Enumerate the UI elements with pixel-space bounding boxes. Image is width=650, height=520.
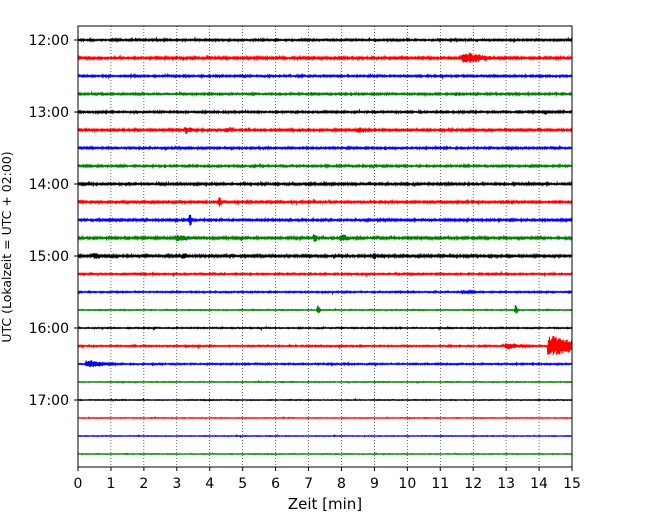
x-axis-label: Zeit [min] [288, 495, 362, 513]
x-tick-label: 9 [370, 476, 379, 492]
trace-1430 [77, 214, 573, 226]
x-tick-label: 3 [172, 476, 181, 492]
trace-1400 [77, 180, 573, 188]
y-tick-label: 17:00 [29, 393, 69, 409]
trace-1515 [77, 270, 573, 278]
trace-1215 [77, 52, 573, 64]
trace-1200 [77, 36, 573, 44]
x-tick-label: 6 [271, 476, 280, 492]
trace-1530 [77, 289, 573, 296]
y-tick-label: 14:00 [29, 177, 69, 193]
y-tick-label: 12:00 [29, 33, 69, 49]
trace-1545 [77, 305, 573, 314]
plot-area [78, 26, 572, 467]
trace-1415 [77, 197, 573, 207]
trace-1600 [77, 325, 573, 332]
x-tick-label: 7 [304, 476, 313, 492]
y-tick-label: 13:00 [29, 105, 69, 121]
y-tick-label: 16:00 [29, 321, 69, 337]
x-tick-label: 4 [205, 476, 214, 492]
x-tick-label: 8 [337, 476, 346, 492]
x-tick-label: 12 [464, 476, 482, 492]
x-tick-label: 1 [106, 476, 115, 492]
trace-1315 [77, 126, 573, 134]
trace-1230 [77, 72, 573, 80]
trace-group [77, 36, 573, 456]
trace-1245 [77, 90, 573, 98]
trace-1730 [77, 433, 573, 439]
trace-1700 [77, 397, 573, 402]
y-axis: 12:00 13:00 14:00 15:00 16:00 17:00 [29, 33, 78, 409]
trace-1300 [77, 108, 573, 116]
trace-1715 [77, 416, 573, 420]
trace-1745 [77, 451, 573, 456]
trace-1445 [77, 234, 573, 242]
trace-1645 [77, 379, 573, 385]
x-tick-label: 13 [497, 476, 515, 492]
trace-1630 [77, 360, 573, 368]
x-tick-label: 5 [238, 476, 247, 492]
x-tick-label: 14 [530, 476, 548, 492]
x-tick-label: 2 [139, 476, 148, 492]
x-tick-label: 15 [563, 476, 581, 492]
trace-1615 [77, 336, 573, 355]
x-tick-label: 0 [74, 476, 83, 492]
y-tick-label: 15:00 [29, 249, 69, 265]
x-tick-label: 11 [431, 476, 449, 492]
x-axis: 0 1 2 3 4 5 6 7 8 9 10 11 12 13 14 15 [74, 467, 581, 492]
trace-1345 [77, 162, 573, 170]
y-axis-label: UTC (Lokalzeit = UTC + 02:00) [0, 151, 14, 342]
trace-1500 [77, 252, 573, 260]
plot-frame [77, 25, 573, 468]
trace-1330 [77, 144, 573, 152]
x-tick-label: 10 [398, 476, 416, 492]
